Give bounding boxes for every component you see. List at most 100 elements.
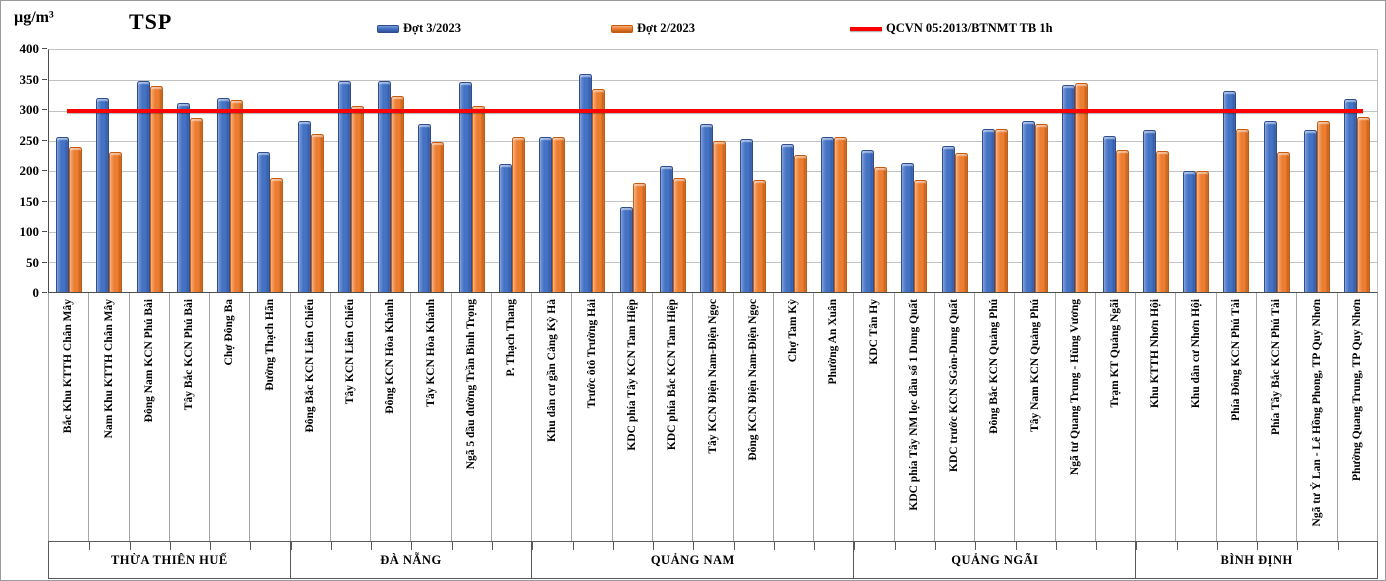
x-label-cell: Tây KCN Hòa Khánh — [411, 293, 452, 541]
province-row-tick — [814, 542, 816, 550]
category-cell — [1136, 50, 1176, 292]
bar-dot3 — [1062, 85, 1076, 292]
province-row-tick — [210, 542, 212, 550]
x-label-cell: Phường Quang Trung, TP Quy Nhơn — [1338, 293, 1378, 541]
province-group-row: THỪA THIÊN HUẾ ĐÀ NẴNG QUẢNG NAM QUẢNG NGÃI… — [48, 541, 1378, 579]
bar-dot3 — [820, 137, 834, 292]
bar-dot2 — [1236, 128, 1250, 292]
bar-dot3 — [901, 162, 915, 292]
category-cell — [49, 50, 89, 292]
bar-dot2 — [1196, 171, 1210, 292]
x-axis-label: Trạm KT Quảng Ngãi — [1109, 299, 1122, 408]
bar-dot3 — [1263, 121, 1277, 292]
bar-dot3 — [217, 98, 231, 292]
bar-dot2 — [69, 146, 83, 292]
category-cell — [894, 50, 934, 292]
x-label-cell: Chợ Đông Ba — [210, 293, 251, 541]
y-axis-tick — [42, 200, 47, 202]
province-row-tick — [330, 542, 332, 550]
bar-dot2 — [994, 128, 1008, 292]
category-cell — [854, 50, 894, 292]
x-label-cell: KDC phía Bắc KCN Tam Hiệp — [653, 293, 694, 541]
y-axis-tick — [42, 78, 47, 80]
bar-dot2 — [109, 151, 123, 292]
bar-dot3 — [418, 123, 432, 292]
bar-dot2 — [1155, 151, 1169, 292]
category-cell — [975, 50, 1015, 292]
legend-label-dot2: Đợt 2/2023 — [637, 21, 695, 35]
bar-dot2 — [230, 99, 244, 292]
legend-item-dot2: Đợt 2/2023 — [611, 21, 695, 36]
x-axis-label: KDC phía Bắc KCN Tam Hiệp — [666, 299, 679, 451]
bar-dot2 — [1357, 117, 1371, 292]
province-row-tick — [532, 542, 534, 550]
bar-dot2 — [954, 152, 968, 292]
province-row-tick — [935, 542, 936, 550]
category-cell — [693, 50, 733, 292]
category-cell — [250, 50, 290, 292]
y-axis-tick-label: 300 — [19, 102, 40, 117]
y-axis-tick — [42, 231, 47, 232]
province-row-tick — [1176, 542, 1178, 550]
bar-dot2 — [350, 106, 364, 292]
y-axis-tick-label: 50 — [26, 254, 39, 270]
category-cell — [170, 50, 210, 292]
bar-dot2 — [189, 117, 203, 292]
x-axis-label: Nam Khu KTTH Chân Mây — [102, 299, 115, 439]
province-row-tick — [1015, 542, 1017, 550]
x-axis-label: Đường Thạch Hãn — [263, 299, 276, 391]
category-cell — [210, 50, 250, 292]
x-label-cell: Bắc Khu KTTH Chân Mây — [49, 293, 90, 541]
y-axis-tick-label: 150 — [19, 193, 40, 209]
bar-dot3 — [1142, 130, 1156, 292]
province-row-tick — [250, 542, 252, 550]
category-cell — [452, 50, 492, 292]
bar-dot2 — [270, 178, 284, 292]
x-axis-label: Trước ôtô Trường Hải — [585, 299, 598, 409]
x-axis-label: Đông Bắc KCN Liên Chiểu — [303, 299, 316, 433]
province-row-tick — [1055, 542, 1057, 550]
legend-marker-dot2-icon — [611, 24, 633, 33]
bar-dot3 — [740, 138, 754, 292]
y-axis-tick-label: 100 — [19, 224, 40, 239]
bar-dot3 — [96, 98, 110, 292]
x-axis-label: Tây KCN Điện Nam-Điện Ngọc — [706, 299, 719, 454]
category-cell — [1055, 50, 1095, 292]
legend-label-dot3: Đợt 3/2023 — [403, 21, 461, 35]
bar-dot2 — [391, 95, 405, 292]
bar-dot3 — [1344, 99, 1358, 292]
x-label-cell: Đông Bắc KCN Liên Chiểu — [291, 293, 331, 541]
category-cell — [1176, 50, 1216, 292]
bar-dot3 — [498, 164, 512, 292]
bar-dot2 — [592, 89, 606, 292]
legend-label-qcvn: QCVN 05:2013/BTNMT TB 1h — [886, 21, 1053, 35]
province-row-tick — [854, 542, 856, 550]
x-label-cell: KDC trước KCN SGòn-Dung Quất — [935, 293, 976, 541]
x-axis-label: Phía Tây Bắc KCN Phú Tài — [1270, 299, 1283, 436]
bar-dot3 — [136, 81, 150, 292]
legend-item-dot3: Đợt 3/2023 — [377, 21, 461, 36]
y-axis-tick — [42, 261, 47, 263]
category-cell — [935, 50, 975, 292]
y-axis-tick — [42, 139, 47, 141]
bar-dot2 — [793, 155, 807, 292]
x-axis-label: Tây KCN Liên Chiểu — [344, 299, 357, 405]
province-row-tick — [492, 542, 493, 550]
x-axis-label: Ngã tư Quang Trung - Hùng Vương — [1068, 299, 1081, 476]
x-label-cell: KDC phía Tây NM lọc dầu số 1 Dung Quất — [895, 293, 935, 541]
category-cell — [130, 50, 170, 292]
y-axis-unit-label: µg/m³ — [14, 9, 54, 26]
bar-dot2 — [914, 180, 928, 292]
x-label-cell: Tây KCN Điện Nam-Điện Ngọc — [693, 293, 734, 541]
province-row-tick — [1337, 542, 1339, 550]
province-row-tick — [894, 542, 896, 550]
category-cell — [774, 50, 814, 292]
x-label-cell: Tây Nam KCN Quảng Phú — [1015, 293, 1056, 541]
x-axis-label: Tây KCN Hòa Khánh — [424, 299, 437, 407]
x-label-cell: Đông Bắc KCN Quảng Phú — [975, 293, 1016, 541]
category-cell — [89, 50, 129, 292]
legend-item-qcvn: QCVN 05:2013/BTNMT TB 1h — [850, 21, 1053, 36]
bar-dot2 — [1276, 152, 1290, 292]
bar-dot3 — [1102, 135, 1116, 292]
province-row-tick — [129, 542, 131, 550]
